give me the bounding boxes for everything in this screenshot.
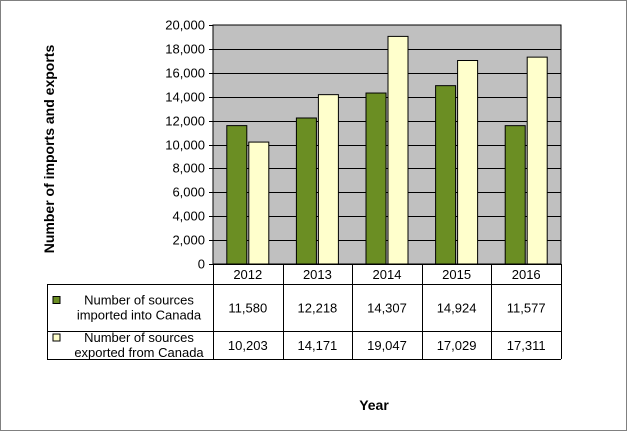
x-tick-label: 2016 — [512, 267, 541, 282]
bar-exported — [526, 56, 548, 265]
table-value: 11,580 — [228, 301, 267, 316]
y-tick-label: 20,000 — [165, 18, 205, 33]
table-value: 17,311 — [507, 338, 546, 353]
bar-exported — [387, 35, 409, 265]
table-value: 14,924 — [437, 301, 477, 316]
table-value: 17,029 — [437, 338, 477, 353]
bar-imported — [435, 85, 457, 265]
legend-key-imported — [52, 296, 61, 304]
bar-imported — [295, 117, 317, 265]
x-tick-label: 2013 — [303, 267, 332, 282]
x-tick-label: 2015 — [442, 267, 471, 282]
x-tick-label: 2012 — [233, 267, 262, 282]
y-tick-label: 12,000 — [165, 114, 205, 129]
bar-exported — [457, 60, 479, 265]
table-value: 10,203 — [228, 338, 268, 353]
y-tick-label: 18,000 — [165, 42, 205, 57]
y-tick-label: 4,000 — [172, 209, 205, 224]
y-tick-label: 0 — [198, 257, 205, 272]
bars — [226, 35, 548, 265]
table-value: 19,047 — [367, 338, 407, 353]
y-axis-ticks: 0 2,000 4,000 6,000 8,000 10,000 12,000 14,000 1… — [165, 18, 213, 272]
plot-area — [212, 24, 562, 265]
legend-label: Number of sources — [84, 293, 194, 308]
table-value: 12,218 — [298, 301, 338, 316]
x-tick-label: 2014 — [373, 267, 402, 282]
legend-label: imported into Canada — [77, 308, 202, 323]
y-tick-label: 14,000 — [165, 90, 205, 105]
bar-imported — [365, 92, 387, 265]
y-axis-title: Number of imports and exports — [41, 45, 57, 254]
bar-exported — [248, 141, 270, 265]
legend-label: exported from Canada — [74, 345, 204, 360]
x-axis-title: Year — [359, 397, 389, 413]
table-value: 14,307 — [367, 301, 407, 316]
y-tick-label: 16,000 — [165, 66, 205, 81]
table-value: 14,171 — [298, 338, 338, 353]
bar-exported — [317, 94, 339, 265]
legend-label: Number of sources — [84, 330, 194, 345]
table-value: 11,577 — [507, 301, 546, 316]
legend-key-exported — [52, 333, 61, 342]
bar-imported — [226, 125, 248, 265]
y-tick-label: 2,000 — [172, 233, 205, 248]
plot-background — [212, 24, 562, 265]
y-tick-label: 6,000 — [172, 185, 205, 200]
bar-imported — [504, 125, 526, 265]
y-tick-label: 10,000 — [165, 138, 205, 153]
y-tick-label: 8,000 — [172, 161, 205, 176]
